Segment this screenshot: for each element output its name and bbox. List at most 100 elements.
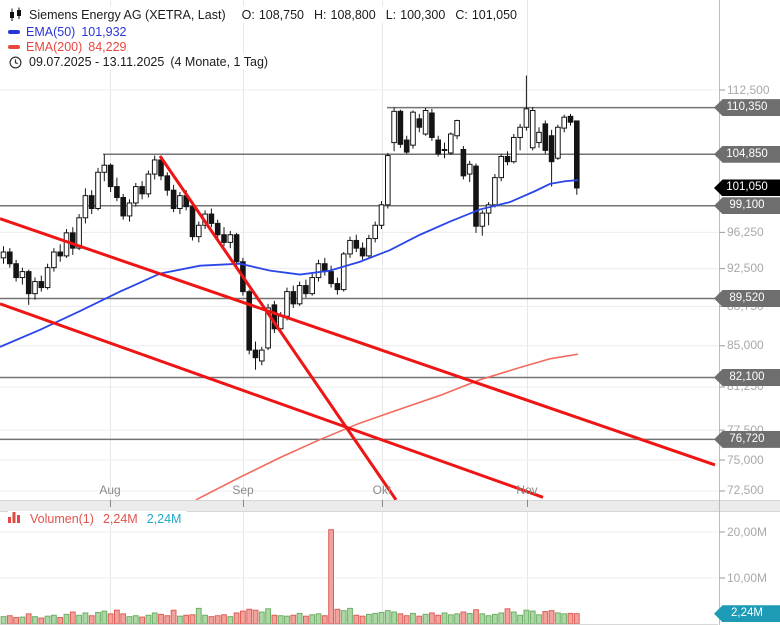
volume-bar <box>284 615 290 625</box>
pane-separator[interactable] <box>0 500 780 512</box>
trend-line[interactable] <box>0 217 716 467</box>
volume-bar <box>13 617 19 625</box>
candlestick <box>101 154 108 182</box>
candle-body <box>265 307 271 349</box>
candle-body <box>315 263 322 279</box>
ema200-swatch-icon <box>8 45 20 49</box>
clock-icon <box>8 55 23 69</box>
volume-bar <box>372 612 379 625</box>
candle-body <box>416 118 423 128</box>
candlestick <box>410 110 416 149</box>
date-range-row: 09.07.2025 - 13.11.2025 (4 Monate, 1 Tag… <box>8 54 273 70</box>
ohlc-pair: C: 101,050 <box>455 7 517 22</box>
candle-body <box>44 267 51 289</box>
volume-bar <box>492 613 498 625</box>
candle-body <box>385 155 391 206</box>
candle-body <box>378 204 385 226</box>
candlestick <box>221 227 227 247</box>
candle-body <box>574 120 580 189</box>
candle-body <box>529 110 536 149</box>
candle-body <box>246 291 252 351</box>
candlestick <box>70 227 76 255</box>
candle-body <box>473 165 479 227</box>
candlestick <box>51 248 57 272</box>
legend-ema50[interactable]: EMA(50) 101,932 <box>8 24 131 40</box>
volume-bar <box>429 612 435 625</box>
volume-bar <box>19 616 26 625</box>
volume-bar <box>347 607 353 625</box>
candle-body <box>359 247 366 257</box>
candlestick <box>151 155 158 180</box>
candle-body <box>561 116 568 129</box>
candle-body <box>51 251 57 269</box>
candle-body <box>410 111 416 146</box>
volume-bar <box>441 612 448 625</box>
volume-bar <box>498 612 505 625</box>
candle-body <box>448 133 454 154</box>
volume-bar <box>101 610 108 625</box>
candle-body <box>548 135 555 163</box>
volume-bar <box>258 611 265 625</box>
candle-body <box>303 285 309 295</box>
volume-bar <box>246 608 253 625</box>
candlestick <box>372 221 378 243</box>
volume-bar <box>561 613 568 625</box>
candle-body <box>120 196 127 217</box>
volume-bar <box>517 614 524 625</box>
candle-body <box>328 271 334 285</box>
volume-bar <box>227 616 234 625</box>
candle-body <box>397 110 404 145</box>
candlestick <box>25 269 32 305</box>
candlestick <box>435 135 441 157</box>
price-pane[interactable] <box>0 0 718 500</box>
candle-body <box>139 186 145 195</box>
candlestick <box>63 229 70 258</box>
candlestick <box>126 199 133 222</box>
volume-bar <box>315 613 322 625</box>
volume-bar <box>353 614 360 625</box>
volume-bar <box>366 613 372 625</box>
candle-body <box>290 291 297 305</box>
volume-bar <box>202 614 208 625</box>
volume-bar <box>76 614 82 625</box>
candle-body <box>372 224 378 240</box>
candle-body <box>208 213 215 224</box>
candlestick <box>177 192 183 215</box>
volume-legend[interactable]: Volumen(1) 2,24M 2,24M <box>8 511 188 526</box>
candle-body <box>32 281 38 295</box>
volume-bar <box>63 613 70 625</box>
volume-bar <box>296 612 303 625</box>
candle-body <box>88 195 95 210</box>
volume-bar <box>195 607 202 625</box>
volume-bar <box>529 610 536 625</box>
candle-body <box>347 239 353 255</box>
candlestick <box>347 236 353 258</box>
volume-value: 2,24M <box>102 511 138 526</box>
date-range: 09.07.2025 - 13.11.2025 <box>29 55 165 69</box>
candle-body <box>233 234 240 263</box>
candlestick <box>328 265 334 288</box>
candlestick <box>561 114 568 133</box>
volume-bar <box>158 613 164 625</box>
volume-pane[interactable] <box>0 511 718 625</box>
volume-bar <box>221 614 227 625</box>
candle-body <box>221 234 227 243</box>
volume-bar <box>567 612 574 625</box>
trend-line[interactable] <box>0 302 544 499</box>
candlestick <box>366 234 372 258</box>
candle-body <box>460 148 467 177</box>
candlestick <box>38 275 45 292</box>
candlestick <box>296 281 303 306</box>
candlestick <box>303 279 309 298</box>
candlestick <box>511 134 517 164</box>
legend-ema200[interactable]: EMA(200) 84,229 <box>8 39 131 55</box>
trend-line[interactable] <box>158 155 398 500</box>
candlestick <box>473 163 479 233</box>
candlestick <box>114 177 120 202</box>
volume-bar <box>164 615 171 625</box>
candlestick <box>76 214 82 251</box>
candle-body <box>353 239 360 249</box>
candle-body <box>0 251 7 259</box>
ema200-label: EMA(200) <box>26 40 83 54</box>
